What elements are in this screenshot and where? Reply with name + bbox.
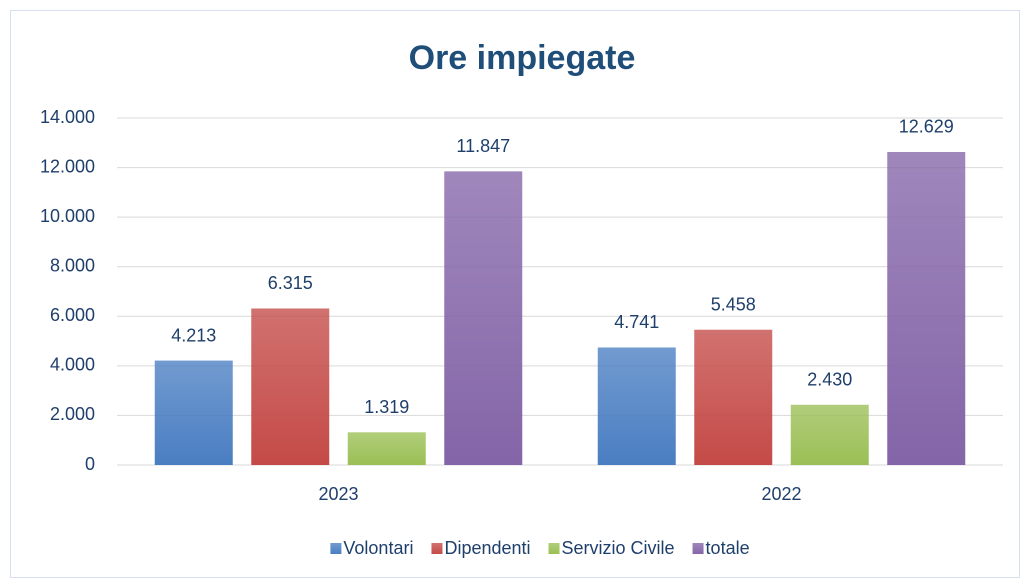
y-tick-label: 6.000 [50, 305, 95, 325]
legend-label: Servizio Civile [562, 538, 675, 558]
legend-swatch [692, 543, 704, 554]
y-tick-label: 10.000 [40, 206, 95, 226]
y-tick-label: 0 [85, 454, 95, 474]
bar [887, 151, 966, 466]
legend-swatch [548, 543, 560, 554]
bar [597, 347, 676, 465]
data-label: 5.458 [711, 294, 756, 314]
data-label: 11.847 [456, 136, 510, 156]
y-tick-label: 8.000 [50, 255, 95, 275]
bar [790, 404, 869, 465]
data-label: 6.315 [268, 273, 313, 293]
legend-label: totale [706, 538, 750, 558]
bar [694, 329, 773, 465]
legend-label: Volontari [343, 538, 413, 558]
legend-label: Dipendenti [444, 538, 530, 558]
y-tick-label: 2.000 [50, 404, 95, 424]
legend-swatch [431, 543, 443, 554]
y-tick-label: 14.000 [40, 107, 95, 127]
data-label: 4.213 [171, 325, 216, 345]
data-label: 4.741 [614, 312, 659, 332]
data-label: 2.430 [807, 370, 852, 390]
y-tick-label: 4.000 [50, 355, 95, 375]
bar [154, 360, 233, 465]
bar [444, 171, 523, 465]
x-tick-label: 2022 [761, 484, 801, 504]
legend: Volontari Dipendenti Servizio Civile totale [330, 538, 750, 558]
bar [251, 308, 330, 465]
data-label: 1.319 [364, 397, 409, 417]
bar [347, 432, 426, 465]
chart-title: Ore impiegate [409, 39, 636, 77]
data-label: 12.629 [899, 117, 954, 137]
y-tick-label: 12.000 [40, 156, 95, 176]
legend-swatch [330, 543, 342, 554]
x-tick-label: 2023 [318, 484, 358, 504]
